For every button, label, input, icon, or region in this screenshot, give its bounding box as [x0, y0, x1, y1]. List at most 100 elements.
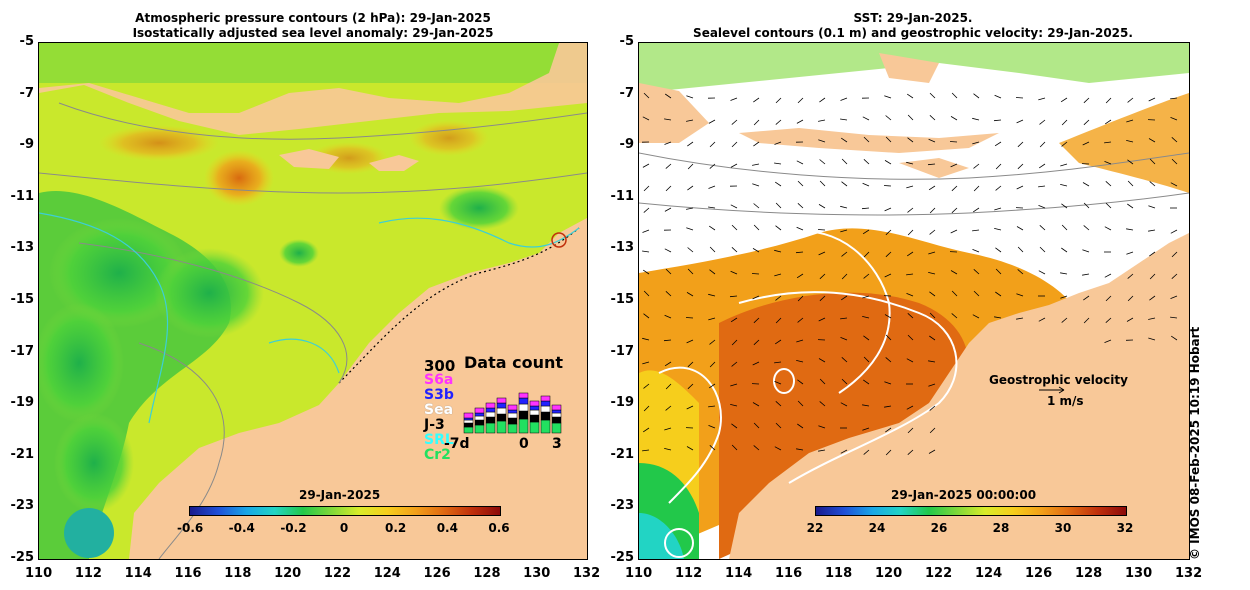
velocity-arrow: [1104, 339, 1112, 343]
velocity-arrow: [818, 251, 826, 256]
velocity-arrow: [884, 95, 892, 99]
velocity-arrow: [730, 163, 738, 168]
velocity-arrow: [994, 94, 1002, 99]
velocity-arrow: [1105, 181, 1112, 187]
data-count-bar-segment: [507, 409, 518, 414]
velocity-arrow: [1082, 249, 1090, 253]
longitude-tick: 128: [1075, 566, 1103, 581]
velocity-arrow: [642, 449, 650, 452]
velocity-arrow: [885, 357, 892, 363]
data-count-bar-segment: [474, 407, 485, 414]
data-count-legend-item: J-3: [424, 417, 445, 433]
velocity-arrow: [840, 402, 848, 407]
data-count-bar-segment: [540, 400, 551, 407]
velocity-arrow: [1083, 202, 1090, 209]
colorbar-tick-label: 28: [992, 521, 1010, 535]
velocity-arrow: [1170, 97, 1178, 100]
data-count-bar-segment: [540, 411, 551, 421]
left-title-line1: Atmospheric pressure contours (2 hPa): 2…: [135, 11, 491, 25]
velocity-arrow: [687, 141, 694, 147]
velocity-arrow: [751, 273, 760, 275]
velocity-arrow: [951, 92, 958, 99]
longitude-tick: 120: [875, 566, 903, 581]
velocity-arrow: [797, 317, 804, 323]
left-map-panel[interactable]: 29-Jan-2025 -0.6 -0.4 -0.2 0 0.2 0.4 0.6 300 D…: [38, 42, 588, 560]
velocity-arrow: [642, 163, 650, 168]
velocity-arrow: [862, 116, 870, 121]
velocity-arrow: [1171, 251, 1178, 258]
data-count-bar-segment: [551, 416, 562, 424]
velocity-arrow: [687, 383, 694, 390]
velocity-arrow: [642, 116, 650, 121]
velocity-arrow: [973, 185, 980, 192]
velocity-arrow: [819, 295, 826, 302]
velocity-arrow: [841, 181, 848, 187]
velocity-arrow: [841, 273, 848, 280]
velocity-arrow: [797, 400, 804, 407]
longitude-tick: 124: [975, 566, 1003, 581]
velocity-arrow: [709, 361, 716, 368]
velocity-arrow: [884, 273, 892, 278]
velocity-arrow: [884, 405, 892, 408]
velocity-arrow: [972, 314, 980, 319]
velocity-arrow: [775, 119, 782, 125]
velocity-arrow: [1083, 225, 1090, 231]
velocity-arrow: [643, 290, 650, 297]
latitude-tick: -7: [19, 85, 34, 101]
velocity-arrow: [775, 317, 782, 324]
data-count-bar-segment: [463, 412, 474, 419]
velocity-arrow: [1039, 246, 1046, 253]
velocity-arrow: [1149, 251, 1156, 257]
data-count-bar-segment: [474, 415, 485, 421]
velocity-arrow: [1149, 295, 1156, 301]
velocity-arrow: [796, 119, 804, 124]
velocity-arrow: [818, 358, 826, 363]
latitude-tick: -19: [610, 395, 635, 411]
velocity-arrow: [972, 207, 980, 213]
velocity-arrow: [907, 427, 914, 434]
data-count-bar-segment: [496, 420, 507, 434]
velocity-arrow: [686, 446, 694, 451]
velocity-arrow: [928, 449, 936, 454]
data-count-bar-segment: [507, 412, 518, 419]
data-count-bar-segment: [540, 395, 551, 402]
sea-level-anomaly-map: [39, 43, 587, 559]
data-count-bar-segment: [518, 392, 529, 399]
data-count-bar-segment: [540, 419, 551, 434]
velocity-arrow: [819, 401, 826, 407]
latitude-tick: -25: [10, 550, 35, 565]
longitude-tick: 110: [625, 566, 653, 581]
longitude-tick: 130: [523, 566, 551, 581]
velocity-arrow: [753, 422, 760, 429]
velocity-arrow: [928, 360, 936, 363]
data-count-bar-segment: [529, 414, 540, 423]
data-count-bar-segment: [485, 422, 496, 434]
velocity-arrow: [642, 427, 650, 433]
velocity-arrow: [818, 449, 826, 452]
velocity-arrow: [664, 448, 672, 451]
velocity-arrow: [1016, 317, 1024, 320]
velocity-arrow: [885, 229, 892, 236]
velocity-arrow: [819, 378, 826, 385]
velocity-arrow: [752, 295, 760, 300]
latitude-tick: -21: [610, 446, 635, 462]
velocity-arrow: [1104, 141, 1112, 144]
data-count-legend: S6a S3b Sea J-3 SRL Cr2: [424, 373, 454, 463]
right-colorbar-date: 29-Jan-2025 00:00:00: [891, 488, 1037, 502]
velocity-arrow: [995, 291, 1002, 297]
velocity-arrow: [885, 334, 892, 341]
velocity-arrow: [1148, 317, 1156, 320]
right-map-panel[interactable]: Geostrophic velocity 1 m/s 29-Jan-2025 0…: [638, 42, 1190, 560]
velocity-arrow: [928, 251, 936, 255]
velocity-arrow: [950, 163, 958, 168]
velocity-arrow: [972, 117, 980, 121]
velocity-arrow: [1038, 317, 1046, 322]
velocity-arrow: [795, 251, 804, 254]
velocity-arrow: [685, 317, 694, 319]
velocity-arrow: [818, 139, 826, 143]
geostrophic-velocity-arrows: [641, 92, 1178, 456]
longitude-tick: 128: [473, 566, 501, 581]
velocity-arrow: [1170, 117, 1178, 121]
colorbar-tick-label: 0: [339, 521, 349, 535]
velocity-arrow: [731, 444, 738, 451]
